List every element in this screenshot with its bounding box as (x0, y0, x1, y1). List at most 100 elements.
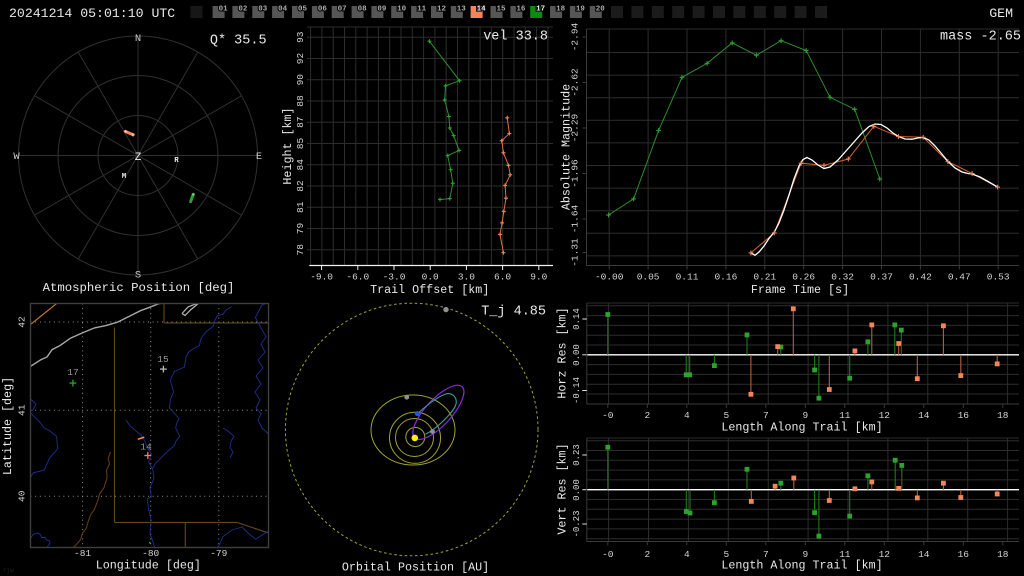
svg-text:7: 7 (763, 549, 769, 560)
svg-text:Longitude [deg]: Longitude [deg] (96, 559, 201, 573)
svg-text:08: 08 (358, 5, 368, 13)
svg-text:0.16: 0.16 (714, 271, 737, 282)
svg-text:-0.14: -0.14 (572, 377, 582, 404)
svg-text:Horz Res [km]: Horz Res [km] (556, 307, 570, 398)
svg-text:-6.0: -6.0 (346, 271, 369, 282)
svg-text:15: 15 (157, 354, 169, 365)
svg-text:-3.0: -3.0 (383, 271, 406, 282)
svg-text:18: 18 (997, 549, 1009, 560)
svg-text:0.42: 0.42 (909, 271, 932, 282)
svg-text:T_j 4.85: T_j 4.85 (481, 305, 546, 320)
svg-text:18: 18 (556, 5, 566, 13)
svg-text:78: 78 (295, 244, 306, 256)
svg-text:mass -2.65: mass -2.65 (940, 30, 1021, 45)
svg-text:-0: -0 (602, 410, 614, 421)
svg-text:N: N (135, 33, 141, 45)
svg-text:4: 4 (684, 410, 690, 421)
svg-text:11: 11 (417, 5, 427, 13)
svg-text:-1.31: -1.31 (570, 238, 581, 267)
svg-text:0.05: 0.05 (637, 271, 660, 282)
svg-text:0.14: 0.14 (572, 308, 582, 330)
svg-text:20241214 05:01:10 UTC: 20241214 05:01:10 UTC (9, 6, 175, 21)
svg-text:81: 81 (295, 201, 306, 213)
svg-text:40: 40 (17, 490, 28, 502)
svg-text:-1.64: -1.64 (570, 204, 581, 233)
svg-text:0.11: 0.11 (676, 271, 699, 282)
svg-text:14: 14 (918, 410, 930, 421)
svg-text:0.00: 0.00 (572, 479, 582, 501)
svg-text:0.00: 0.00 (572, 344, 582, 366)
svg-text:79: 79 (295, 223, 306, 235)
svg-text:9: 9 (802, 549, 808, 560)
svg-text:W: W (13, 151, 20, 163)
svg-text:16: 16 (958, 410, 970, 421)
svg-text:01: 01 (219, 5, 229, 13)
svg-text:12: 12 (437, 5, 447, 13)
svg-text:04: 04 (278, 5, 288, 13)
svg-text:9.0: 9.0 (530, 271, 547, 282)
svg-text:M: M (122, 173, 127, 181)
svg-text:0.23: 0.23 (572, 444, 582, 466)
svg-text:-2.94: -2.94 (570, 22, 581, 51)
svg-text:87: 87 (295, 116, 306, 127)
svg-text:12: 12 (879, 549, 891, 560)
svg-text:85: 85 (295, 138, 306, 150)
svg-text:-1.96: -1.96 (570, 159, 581, 188)
svg-text:16: 16 (958, 549, 970, 560)
svg-text:7: 7 (763, 410, 769, 421)
svg-text:rjw: rjw (3, 567, 14, 574)
svg-text:41: 41 (17, 404, 28, 416)
svg-text:3.0: 3.0 (458, 271, 475, 282)
svg-text:0.26: 0.26 (792, 271, 815, 282)
svg-text:16: 16 (516, 5, 526, 13)
svg-text:13: 13 (457, 5, 467, 13)
svg-text:20: 20 (596, 5, 606, 13)
svg-text:-2.29: -2.29 (570, 113, 581, 142)
svg-text:Vert Res [km]: Vert Res [km] (556, 443, 570, 534)
svg-text:07: 07 (338, 5, 347, 13)
svg-text:03: 03 (258, 5, 268, 13)
svg-text:06: 06 (318, 5, 328, 13)
svg-text:-0.23: -0.23 (572, 510, 582, 537)
svg-text:0.47: 0.47 (948, 271, 971, 282)
svg-text:14: 14 (918, 549, 930, 560)
svg-text:0.37: 0.37 (870, 271, 893, 282)
svg-text:11: 11 (839, 549, 851, 560)
svg-text:0.32: 0.32 (831, 271, 854, 282)
svg-text:15: 15 (496, 5, 506, 13)
svg-text:Absolute Magnitude: Absolute Magnitude (560, 84, 574, 210)
svg-text:0.53: 0.53 (987, 271, 1010, 282)
svg-text:Latitude [deg]: Latitude [deg] (1, 377, 15, 475)
svg-text:Q* 35.5: Q* 35.5 (210, 34, 267, 49)
svg-text:88: 88 (295, 95, 306, 107)
svg-text:E: E (256, 151, 262, 163)
svg-text:-2.62: -2.62 (570, 68, 581, 97)
svg-text:-81: -81 (74, 548, 91, 559)
svg-text:0.21: 0.21 (753, 271, 776, 282)
svg-text:-80: -80 (142, 548, 159, 559)
svg-text:05: 05 (298, 5, 308, 13)
svg-text:vel 33.8: vel 33.8 (483, 30, 548, 45)
svg-text:14: 14 (477, 5, 487, 13)
svg-text:14: 14 (140, 442, 152, 453)
svg-text:-0.00: -0.00 (595, 271, 624, 282)
svg-text:84: 84 (295, 159, 306, 171)
svg-text:Z: Z (135, 152, 142, 164)
svg-text:10: 10 (397, 5, 407, 13)
svg-text:17: 17 (536, 5, 545, 13)
svg-text:2: 2 (644, 549, 650, 560)
svg-text:02: 02 (238, 5, 248, 13)
svg-text:82: 82 (295, 180, 306, 192)
svg-text:4: 4 (684, 549, 690, 560)
svg-text:18: 18 (997, 410, 1009, 421)
svg-text:Orbital Position [AU]: Orbital Position [AU] (342, 561, 489, 575)
svg-text:R: R (174, 157, 179, 165)
svg-text:09: 09 (377, 5, 387, 13)
svg-text:Frame Time [s]: Frame Time [s] (751, 283, 849, 297)
svg-text:9: 9 (802, 410, 808, 421)
svg-text:-79: -79 (210, 548, 227, 559)
svg-text:42: 42 (17, 316, 28, 328)
svg-text:92: 92 (295, 53, 306, 65)
svg-text:Atmospheric Position [deg]: Atmospheric Position [deg] (43, 281, 235, 295)
svg-text:93: 93 (295, 31, 306, 43)
